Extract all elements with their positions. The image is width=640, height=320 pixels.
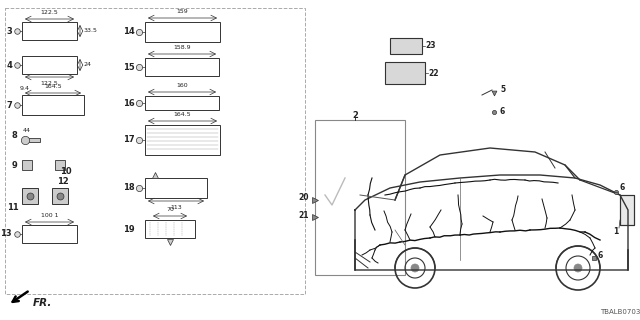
Bar [22, 22, 77, 40]
Bar [145, 220, 195, 238]
Text: 24: 24 [84, 62, 92, 68]
Text: FR.: FR. [33, 298, 52, 308]
Text: 20: 20 [298, 194, 309, 203]
Text: 12: 12 [57, 178, 68, 187]
Circle shape [411, 264, 419, 272]
Bar [145, 22, 220, 42]
Text: 7: 7 [6, 100, 12, 109]
Text: 164.5: 164.5 [44, 84, 62, 89]
Text: 158.9: 158.9 [173, 45, 191, 50]
Text: 6: 6 [620, 183, 625, 193]
Text: 18: 18 [124, 183, 135, 193]
Text: 21: 21 [298, 211, 309, 220]
Bar [145, 96, 219, 110]
Text: TBALB0703: TBALB0703 [600, 309, 640, 315]
Text: 3: 3 [6, 27, 12, 36]
Text: 10: 10 [60, 167, 72, 177]
Text: 44: 44 [23, 127, 31, 132]
Bar [22, 225, 77, 243]
Bar [315, 120, 405, 275]
Bar [5, 8, 305, 294]
Text: 4: 4 [6, 60, 12, 69]
Text: 159: 159 [177, 9, 188, 14]
Text: 16: 16 [124, 99, 135, 108]
Text: 70: 70 [166, 207, 174, 212]
Text: 160: 160 [176, 83, 188, 88]
Bar [145, 58, 219, 76]
Bar [22, 160, 32, 170]
Bar [22, 188, 38, 204]
Text: 5: 5 [500, 85, 505, 94]
Bar [28, 138, 40, 142]
Text: 9: 9 [12, 161, 17, 170]
Text: 113: 113 [170, 205, 182, 210]
Bar [145, 125, 220, 155]
Text: 122.5: 122.5 [40, 81, 58, 86]
Text: 9.4: 9.4 [20, 85, 30, 91]
Bar [22, 56, 77, 74]
Text: 22: 22 [428, 68, 438, 77]
Bar [390, 38, 422, 54]
Text: 23: 23 [425, 42, 435, 51]
Text: 122.5: 122.5 [40, 10, 58, 15]
Text: 6: 6 [500, 108, 505, 116]
Bar [620, 195, 634, 225]
Text: 8: 8 [12, 131, 17, 140]
Text: 19: 19 [124, 225, 135, 234]
Text: 2: 2 [352, 110, 358, 119]
Bar [385, 62, 425, 84]
Text: 33.5: 33.5 [84, 28, 98, 34]
Text: 1: 1 [612, 228, 618, 236]
Bar [52, 188, 68, 204]
Text: 11: 11 [7, 204, 19, 212]
Text: 100 1: 100 1 [41, 213, 58, 218]
Circle shape [574, 264, 582, 272]
Bar [55, 160, 65, 170]
Bar [145, 178, 207, 198]
Bar [22, 95, 84, 115]
Text: 13: 13 [1, 229, 12, 238]
Text: 17: 17 [124, 135, 135, 145]
Text: 15: 15 [124, 62, 135, 71]
Bar [620, 195, 634, 225]
Text: 14: 14 [124, 28, 135, 36]
Text: 164.5: 164.5 [173, 112, 191, 117]
Text: 6: 6 [598, 251, 604, 260]
